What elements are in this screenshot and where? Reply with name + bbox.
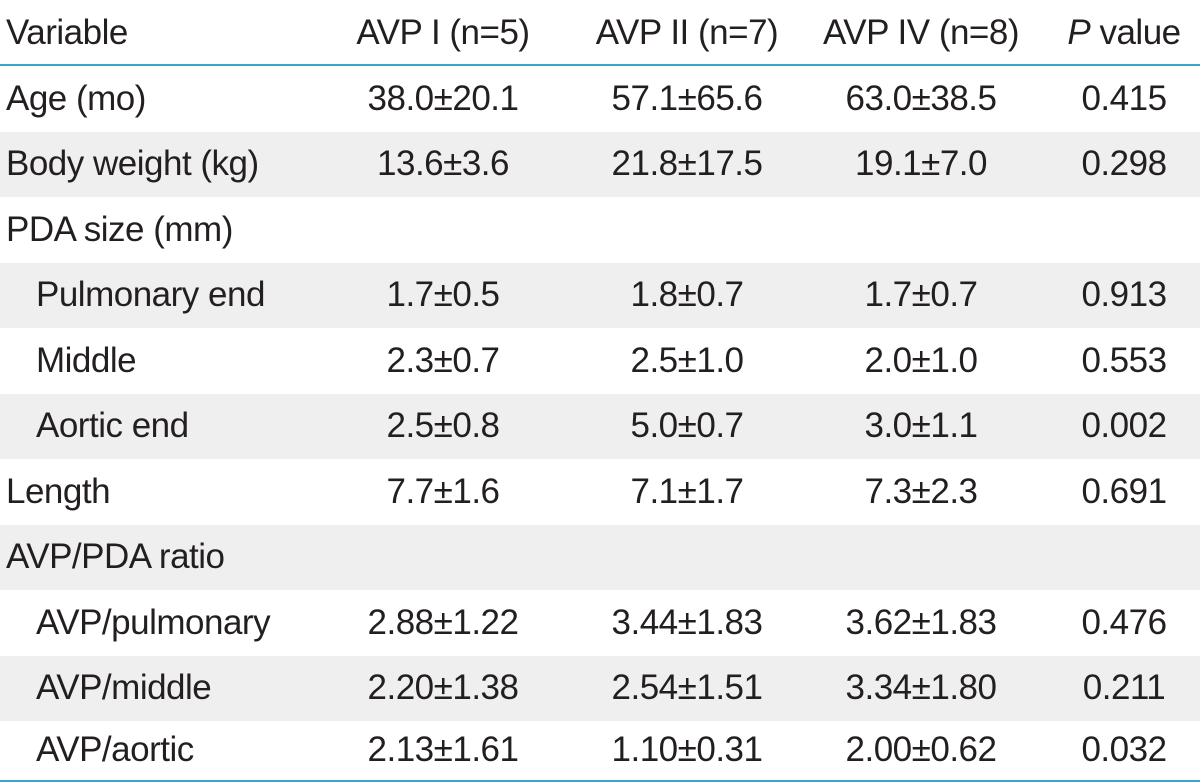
table-header-row: Variable AVP I (n=5) AVP II (n=7) AVP IV… (0, 0, 1200, 66)
cell-avp-iv: 2.00±0.62 (845, 730, 997, 769)
cell-avp-i: 2.20±1.38 (367, 668, 519, 708)
row-label: Age (mo) (6, 78, 146, 118)
cell-p-value: 0.913 (1081, 275, 1167, 315)
cell-avp-ii: 1.8±0.7 (630, 275, 744, 315)
row-label: Middle (36, 340, 137, 380)
header-p-value: P value (1067, 12, 1181, 53)
row-label: Length (6, 471, 111, 511)
row-label: Body weight (kg) (6, 144, 259, 184)
table-row: Pulmonary end 1.7±0.5 1.8±0.7 1.7±0.7 0.… (0, 262, 1200, 328)
table-row: Age (mo) 38.0±20.1 57.1±65.6 63.0±38.5 0… (0, 66, 1200, 132)
header-p-rest: value (1090, 12, 1181, 52)
row-label: PDA size (mm) (6, 209, 233, 249)
cell-avp-i: 2.5±0.8 (386, 406, 500, 446)
cell-avp-iv: 3.34±1.80 (845, 668, 997, 708)
cell-avp-ii: 2.54±1.51 (611, 668, 763, 708)
cell-p-value: 0.476 (1081, 602, 1167, 642)
cell-avp-iv: 3.62±1.83 (845, 602, 997, 642)
cell-avp-ii: 2.5±1.0 (630, 340, 744, 380)
cell-avp-iv: 7.3±2.3 (864, 471, 978, 511)
cell-avp-iv: 3.0±1.1 (864, 406, 978, 446)
row-label: Pulmonary end (36, 275, 265, 315)
cell-avp-i: 13.6±3.6 (377, 144, 509, 184)
header-p-letter: P (1067, 12, 1091, 52)
cell-p-value: 0.553 (1081, 340, 1167, 380)
table-row: AVP/aortic 2.13±1.61 1.10±0.31 2.00±0.62… (0, 721, 1200, 779)
header-avp-iv: AVP IV (n=8) (822, 12, 1020, 52)
cell-avp-iv: 1.7±0.7 (864, 275, 978, 315)
cell-avp-ii: 21.8±17.5 (611, 144, 763, 184)
table-row: Middle 2.3±0.7 2.5±1.0 2.0±1.0 0.553 (0, 328, 1200, 394)
header-avp-ii: AVP II (n=7) (595, 12, 779, 52)
table-row: Body weight (kg) 13.6±3.6 21.8±17.5 19.1… (0, 131, 1200, 197)
cell-p-value: 0.002 (1081, 406, 1167, 446)
cell-p-value: 0.032 (1081, 730, 1167, 769)
cell-avp-i: 7.7±1.6 (386, 471, 500, 511)
table-row: Length 7.7±1.6 7.1±1.7 7.3±2.3 0.691 (0, 459, 1200, 525)
table-row: PDA size (mm) (0, 197, 1200, 263)
row-label: AVP/aortic (36, 730, 194, 769)
header-variable: Variable (6, 12, 128, 52)
table-row: AVP/middle 2.20±1.38 2.54±1.51 3.34±1.80… (0, 655, 1200, 721)
cell-avp-iv: 63.0±38.5 (845, 78, 997, 118)
row-label: Aortic end (36, 406, 189, 446)
cell-avp-i: 38.0±20.1 (367, 78, 519, 118)
row-label: AVP/pulmonary (36, 602, 271, 642)
row-label: AVP/PDA ratio (6, 537, 225, 577)
cell-avp-iv: 2.0±1.0 (864, 340, 978, 380)
cell-avp-ii: 5.0±0.7 (630, 406, 744, 446)
cell-avp-i: 2.88±1.22 (367, 602, 519, 642)
bottom-rule (0, 780, 1200, 782)
cell-p-value: 0.211 (1082, 668, 1166, 708)
table-row: AVP/pulmonary 2.88±1.22 3.44±1.83 3.62±1… (0, 590, 1200, 656)
cell-avp-ii: 3.44±1.83 (611, 602, 763, 642)
table-row: Aortic end 2.5±0.8 5.0±0.7 3.0±1.1 0.002 (0, 393, 1200, 459)
cell-p-value: 0.298 (1081, 144, 1167, 184)
cell-avp-ii: 1.10±0.31 (611, 730, 763, 769)
row-label: AVP/middle (36, 668, 212, 708)
header-rule (0, 64, 1200, 66)
cell-avp-i: 1.7±0.5 (386, 275, 500, 315)
table-row: AVP/PDA ratio (0, 524, 1200, 590)
cell-p-value: 0.691 (1081, 471, 1167, 511)
header-avp-i: AVP I (n=5) (356, 12, 530, 52)
cell-avp-ii: 57.1±65.6 (611, 78, 763, 118)
cell-avp-ii: 7.1±1.7 (630, 471, 744, 511)
cell-avp-i: 2.3±0.7 (386, 340, 500, 380)
cell-p-value: 0.415 (1081, 78, 1167, 118)
cell-avp-i: 2.13±1.61 (367, 730, 519, 769)
cell-avp-iv: 19.1±7.0 (855, 144, 987, 184)
